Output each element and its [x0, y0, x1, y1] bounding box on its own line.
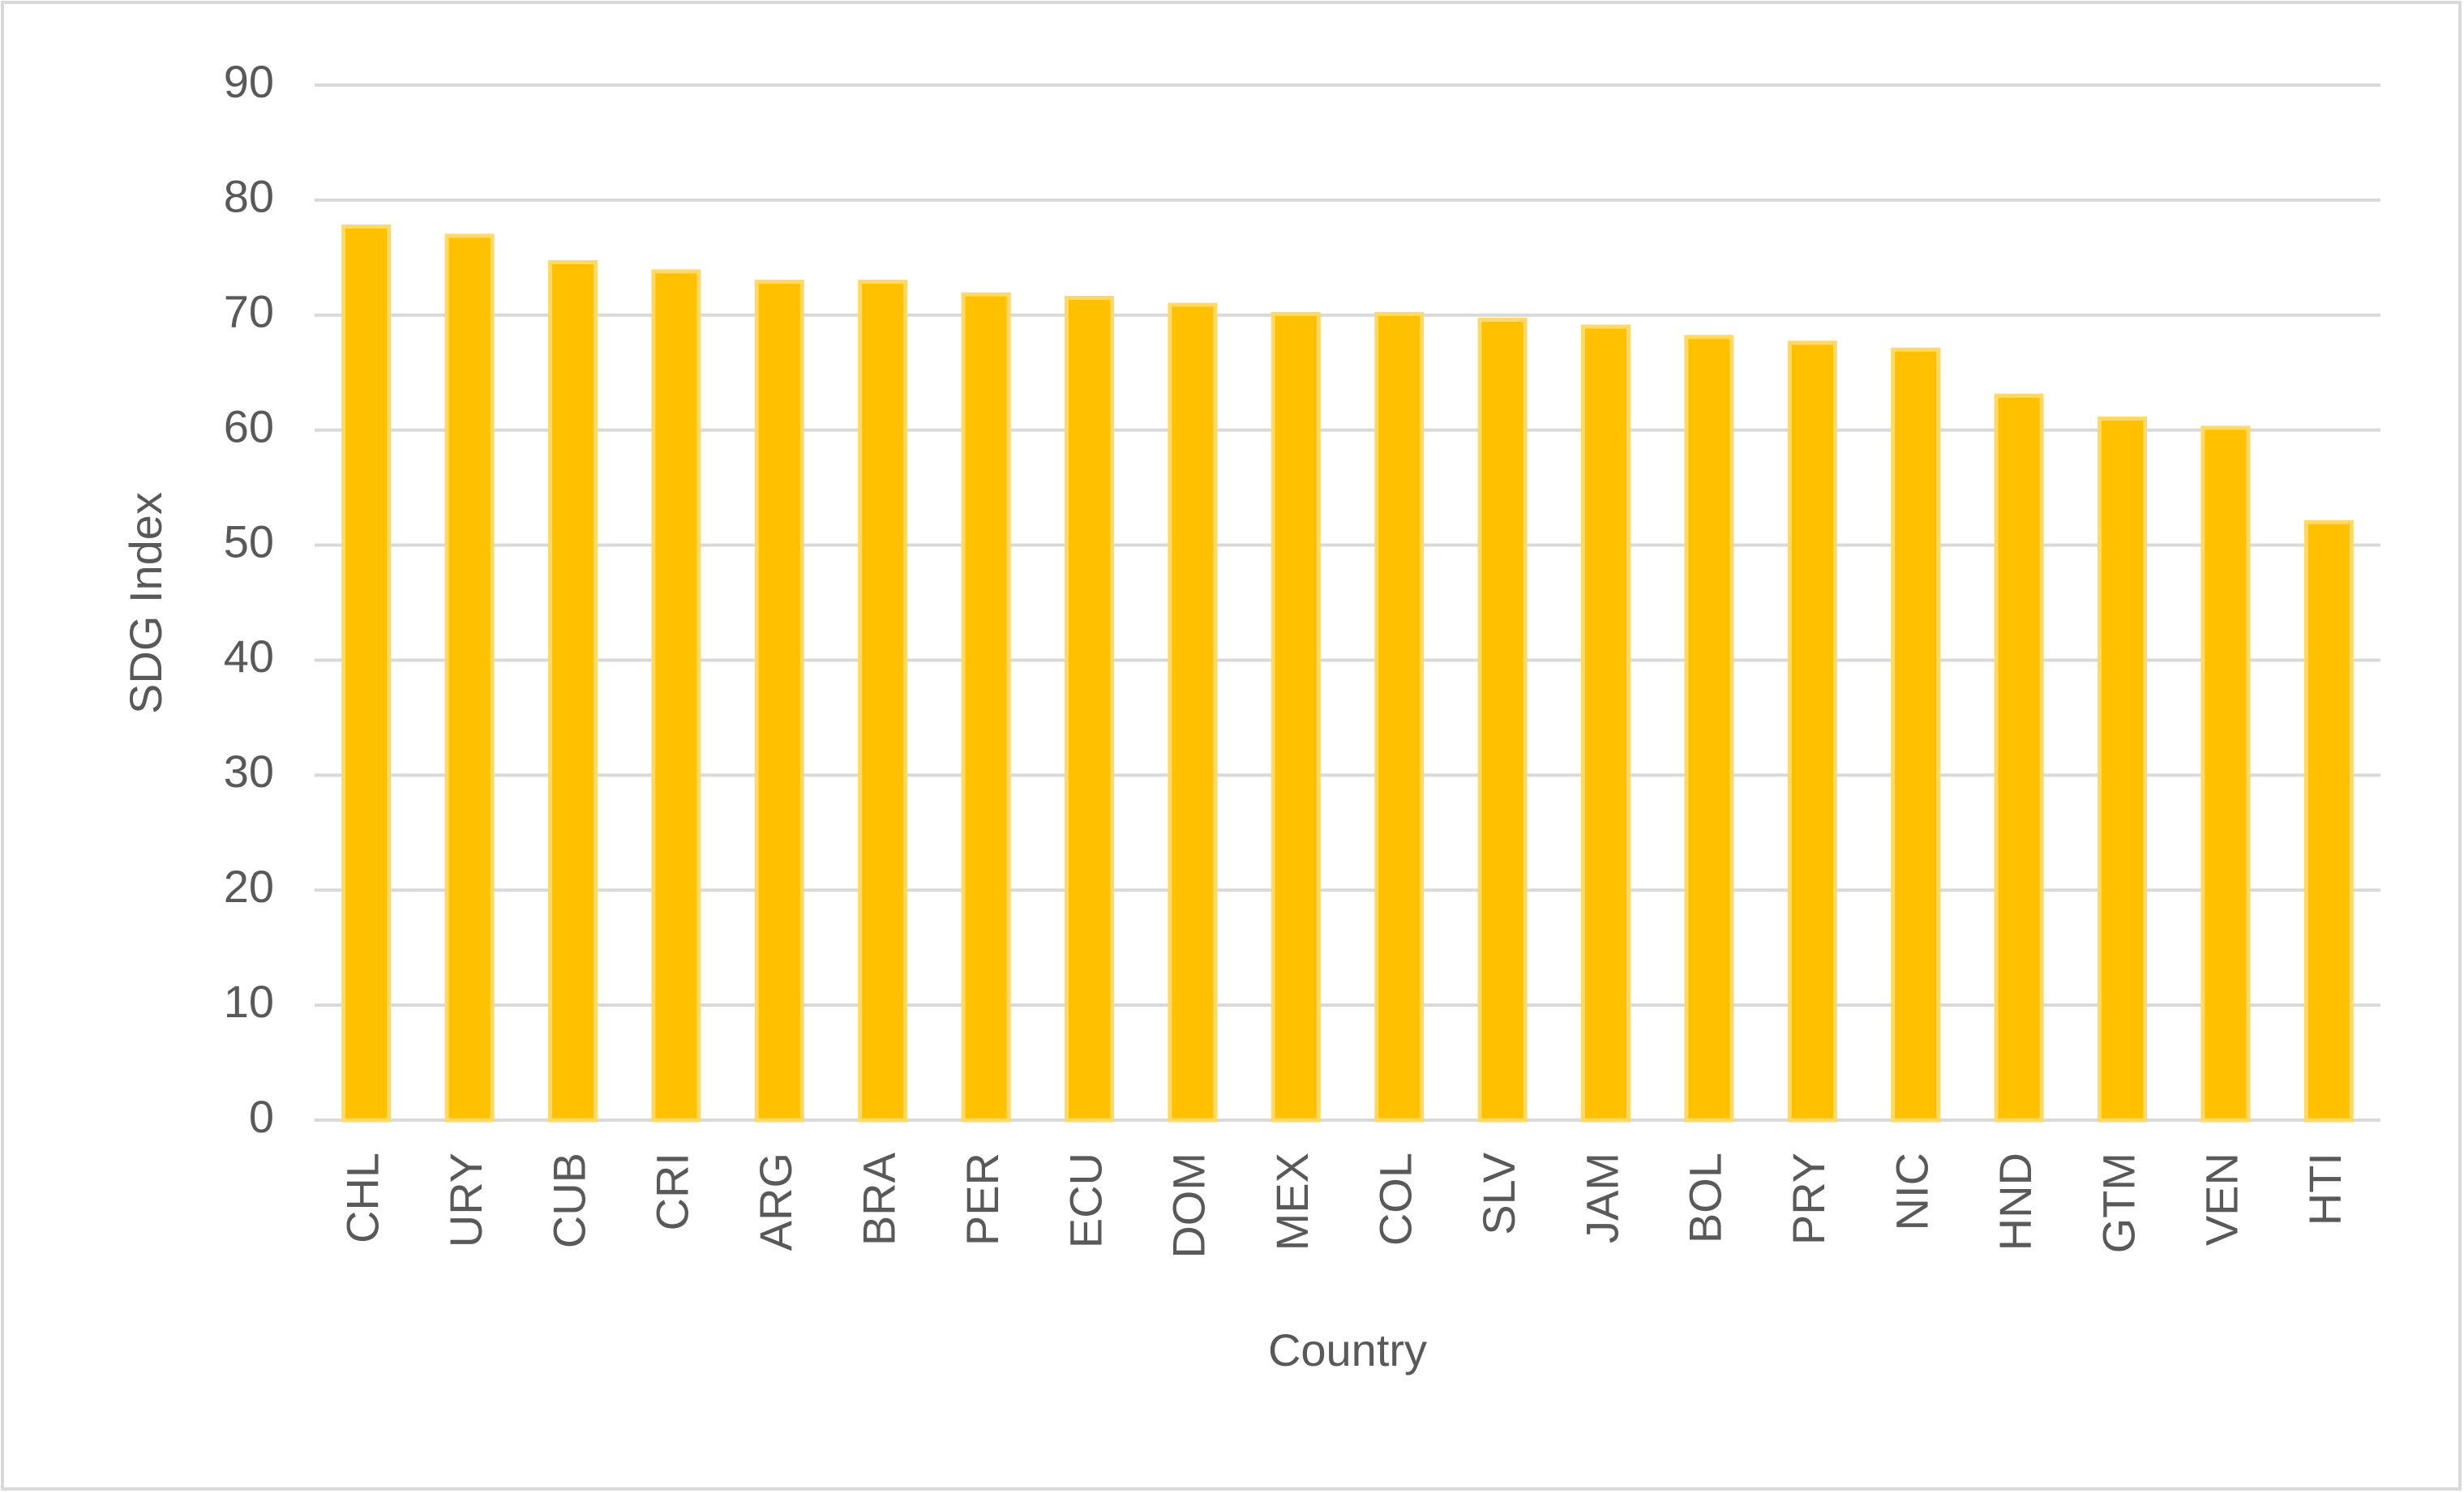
y-tick-label: 40: [224, 631, 274, 682]
bar: [2097, 416, 2148, 1123]
bar: [1271, 311, 1321, 1123]
bar: [1477, 317, 1528, 1123]
x-axis-title: Country: [1268, 1324, 1427, 1375]
x-tick-label: ARG: [750, 1153, 801, 1251]
bar: [1684, 335, 1734, 1123]
x-tick-label: COL: [1369, 1153, 1421, 1246]
bar: [961, 292, 1011, 1123]
x-tick-label: BRA: [853, 1152, 904, 1246]
bar: [341, 225, 392, 1123]
x-tick-label: JAM: [1576, 1153, 1627, 1243]
bar: [2303, 520, 2354, 1123]
bar: [1168, 302, 1218, 1123]
bar: [1374, 311, 1425, 1123]
bar: [858, 280, 908, 1123]
x-tick-label: CHL: [336, 1153, 388, 1243]
y-tick-label: 70: [224, 286, 274, 337]
x-tick-label: NIC: [1886, 1153, 1937, 1230]
x-tick-label: HTI: [2299, 1153, 2350, 1226]
bar: [1891, 347, 1941, 1123]
x-tick-label: GTM: [2093, 1153, 2144, 1253]
x-tick-label: PER: [957, 1153, 1008, 1246]
bar: [2200, 426, 2251, 1123]
x-tick-label: URY: [440, 1153, 491, 1247]
y-tick-label: 60: [224, 400, 274, 451]
y-tick-label: 10: [224, 976, 274, 1027]
bar: [1787, 340, 1837, 1123]
y-tick-label: 30: [224, 746, 274, 797]
bar: [547, 260, 598, 1123]
y-tick-label: 80: [224, 171, 274, 222]
x-tick-label: BOL: [1680, 1153, 1731, 1243]
x-tick-label: SLV: [1473, 1152, 1524, 1234]
bar: [1064, 295, 1115, 1123]
y-tick-label: 0: [249, 1091, 274, 1142]
x-tick-label: MEX: [1266, 1153, 1318, 1251]
x-tick-label: CRI: [647, 1153, 698, 1230]
y-tick-label: 50: [224, 515, 274, 567]
x-tick-label: PRY: [1783, 1153, 1834, 1245]
bar: [1580, 324, 1631, 1123]
bar: [444, 233, 495, 1123]
y-axis-title: SDG Index: [120, 492, 171, 714]
x-tick-label: ECU: [1060, 1153, 1111, 1248]
x-tick-label: CUB: [543, 1153, 594, 1248]
bar: [1994, 393, 2044, 1123]
x-tick-label: DOM: [1163, 1153, 1215, 1259]
y-tick-label: 20: [224, 861, 274, 912]
x-tick-label: HND: [1990, 1153, 2041, 1251]
bar: [651, 269, 701, 1123]
bar: [754, 280, 804, 1123]
y-tick-label: 90: [224, 56, 274, 107]
x-tick-label: VEN: [2196, 1153, 2248, 1246]
